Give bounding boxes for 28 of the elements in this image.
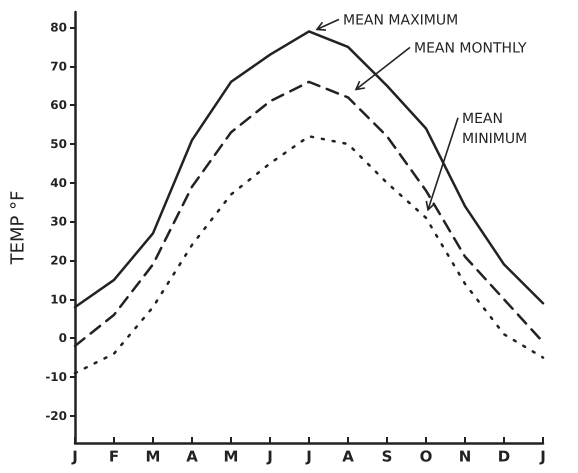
x-tick-label: A [342,448,354,466]
y-tick-label: 50 [50,137,67,152]
x-tick-label: J [266,448,273,466]
x-tick-label: F [108,448,120,466]
text: MEAN MINIMUM [462,110,528,147]
x-tick-label: N [458,448,472,466]
x-tick-label: A [186,448,198,466]
text: MEAN MONTHLY [414,40,528,56]
x-tick-label: J [71,448,78,466]
y-tick-label: 0 [58,331,67,346]
y-tick-label: -10 [45,370,67,384]
legend-label: MEAN MAXIMUM [343,12,458,28]
y-tick-label: 70 [50,59,67,74]
x-tick-label: J [305,448,312,466]
y-tick-label: 40 [50,176,67,190]
x-tick-label: M [224,448,238,466]
x-tick-label: J [539,448,546,466]
y-axis-title: TEMP °F [8,190,28,266]
y-tick-label: 80 [50,20,67,35]
y-tick-label: 30 [50,214,67,229]
y-tick-label: 20 [50,254,67,268]
x-tick-label: D [498,448,510,466]
x-tick-label: O [420,448,432,466]
y-tick-label: 10 [50,292,67,306]
x-tick-label: M [146,448,160,466]
x-tick-label: S [382,448,392,466]
y-tick-label: -20 [45,408,67,423]
y-tick-label: 60 [50,98,67,112]
